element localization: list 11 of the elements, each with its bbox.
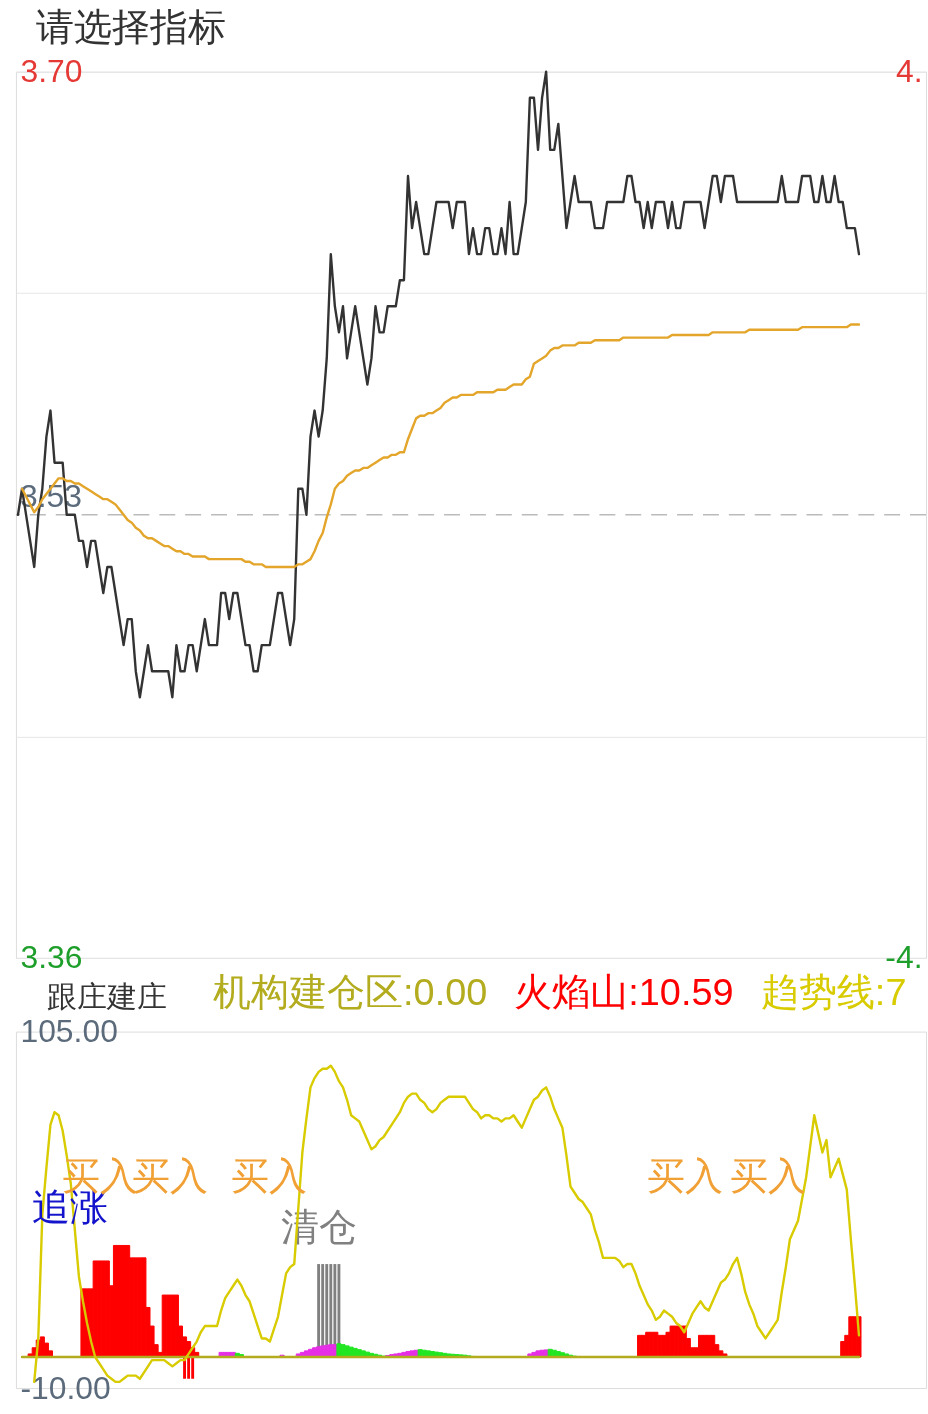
text: 机构建仓区:0.00	[213, 970, 488, 1013]
chart-title: 跟庄建庄	[46, 979, 167, 1013]
chart-title: 请选择指标	[36, 5, 227, 48]
y-tick-label: 3.70	[20, 53, 83, 90]
y-tick-label: 105.00	[20, 1013, 118, 1050]
text: 火焰山:10.59	[514, 970, 734, 1013]
y-tick-label: 3.36	[20, 939, 83, 976]
annotation: 买入	[729, 1155, 806, 1198]
y-tick-label: -10.00	[20, 1369, 111, 1406]
y2-tick-label: 4.	[895, 53, 923, 90]
annotation: 买入	[646, 1155, 723, 1198]
